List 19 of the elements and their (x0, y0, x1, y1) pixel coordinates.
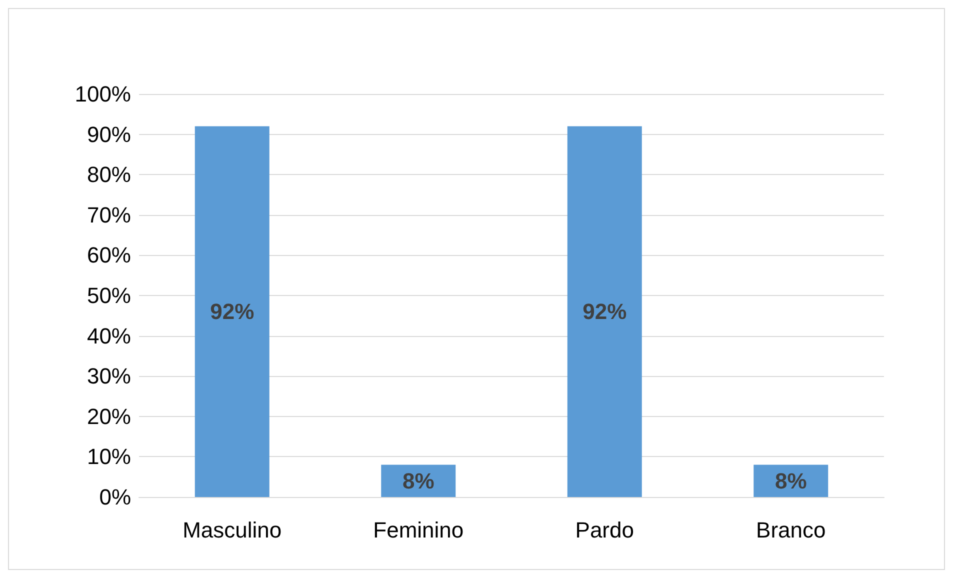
x-tick-label: Masculino (182, 518, 282, 542)
data-label: 8% (774, 468, 807, 494)
y-tick-label: 60% (86, 242, 131, 268)
y-tick-label: 100% (74, 82, 131, 106)
y-tick-label: 10% (86, 444, 131, 470)
x-tick-label: Pardo (575, 518, 634, 542)
y-tick-label: 90% (86, 122, 131, 147)
data-label: 92% (582, 299, 627, 324)
y-tick-label: 70% (86, 202, 131, 228)
y-tick-label: 80% (86, 162, 131, 188)
x-tick-label: Branco (756, 518, 826, 542)
x-tick-label: Feminino (373, 518, 464, 542)
data-label: 92% (210, 299, 254, 324)
data-label: 8% (402, 468, 434, 494)
y-tick-label: 0% (99, 484, 131, 510)
y-tick-label: 20% (86, 404, 131, 429)
y-tick-label: 50% (86, 283, 131, 308)
y-tick-label: 40% (86, 323, 131, 348)
y-tick-label: 30% (86, 364, 131, 389)
